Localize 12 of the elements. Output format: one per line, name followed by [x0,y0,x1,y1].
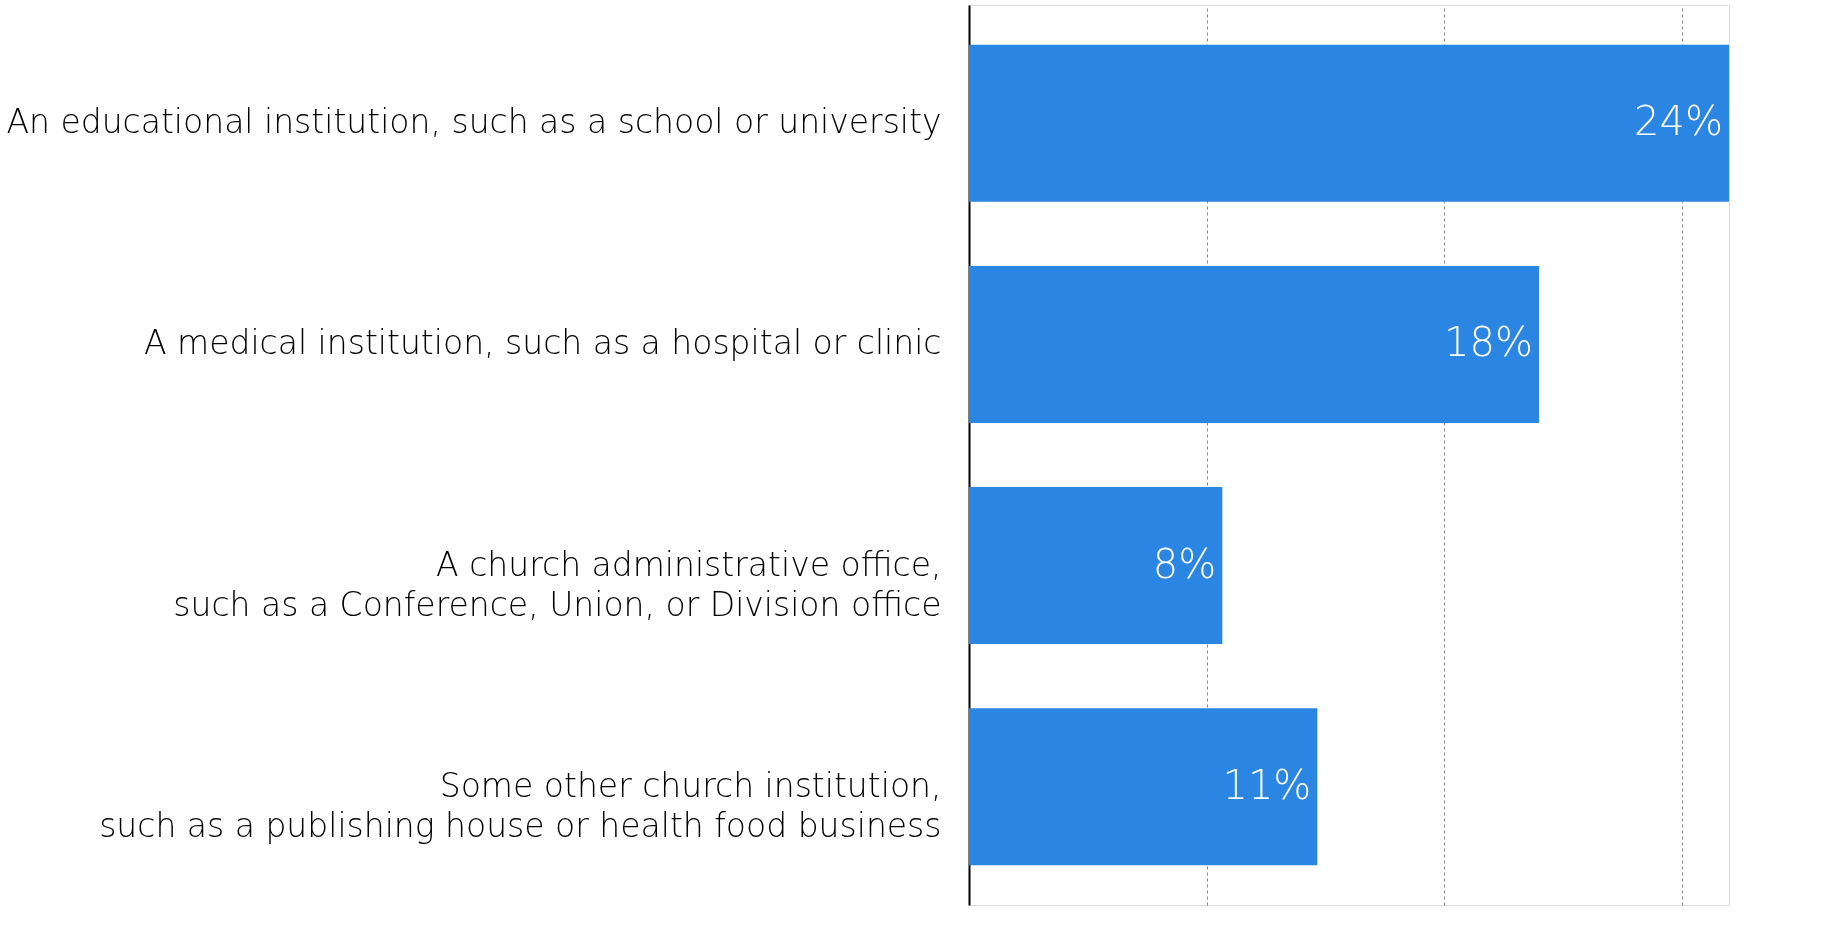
y-tick-label: An educational institution, such as a school or university [6,102,942,142]
data-label: 24% [1634,98,1723,145]
data-label: 8% [1152,540,1217,587]
bar [969,44,1729,202]
bar [969,265,1539,423]
bar [969,487,1223,645]
y-tick-label: Some other church institution, such as a publishing house or health food business [99,765,942,845]
data-label: 18% [1444,319,1533,366]
bar [969,708,1318,866]
y-tick-label: A church administrative office, such as a Conference, Union, or Division office [173,544,942,624]
data-label: 11% [1222,761,1312,808]
y-tick-label: A medical institution, such as a hospital or clinic [143,323,942,363]
